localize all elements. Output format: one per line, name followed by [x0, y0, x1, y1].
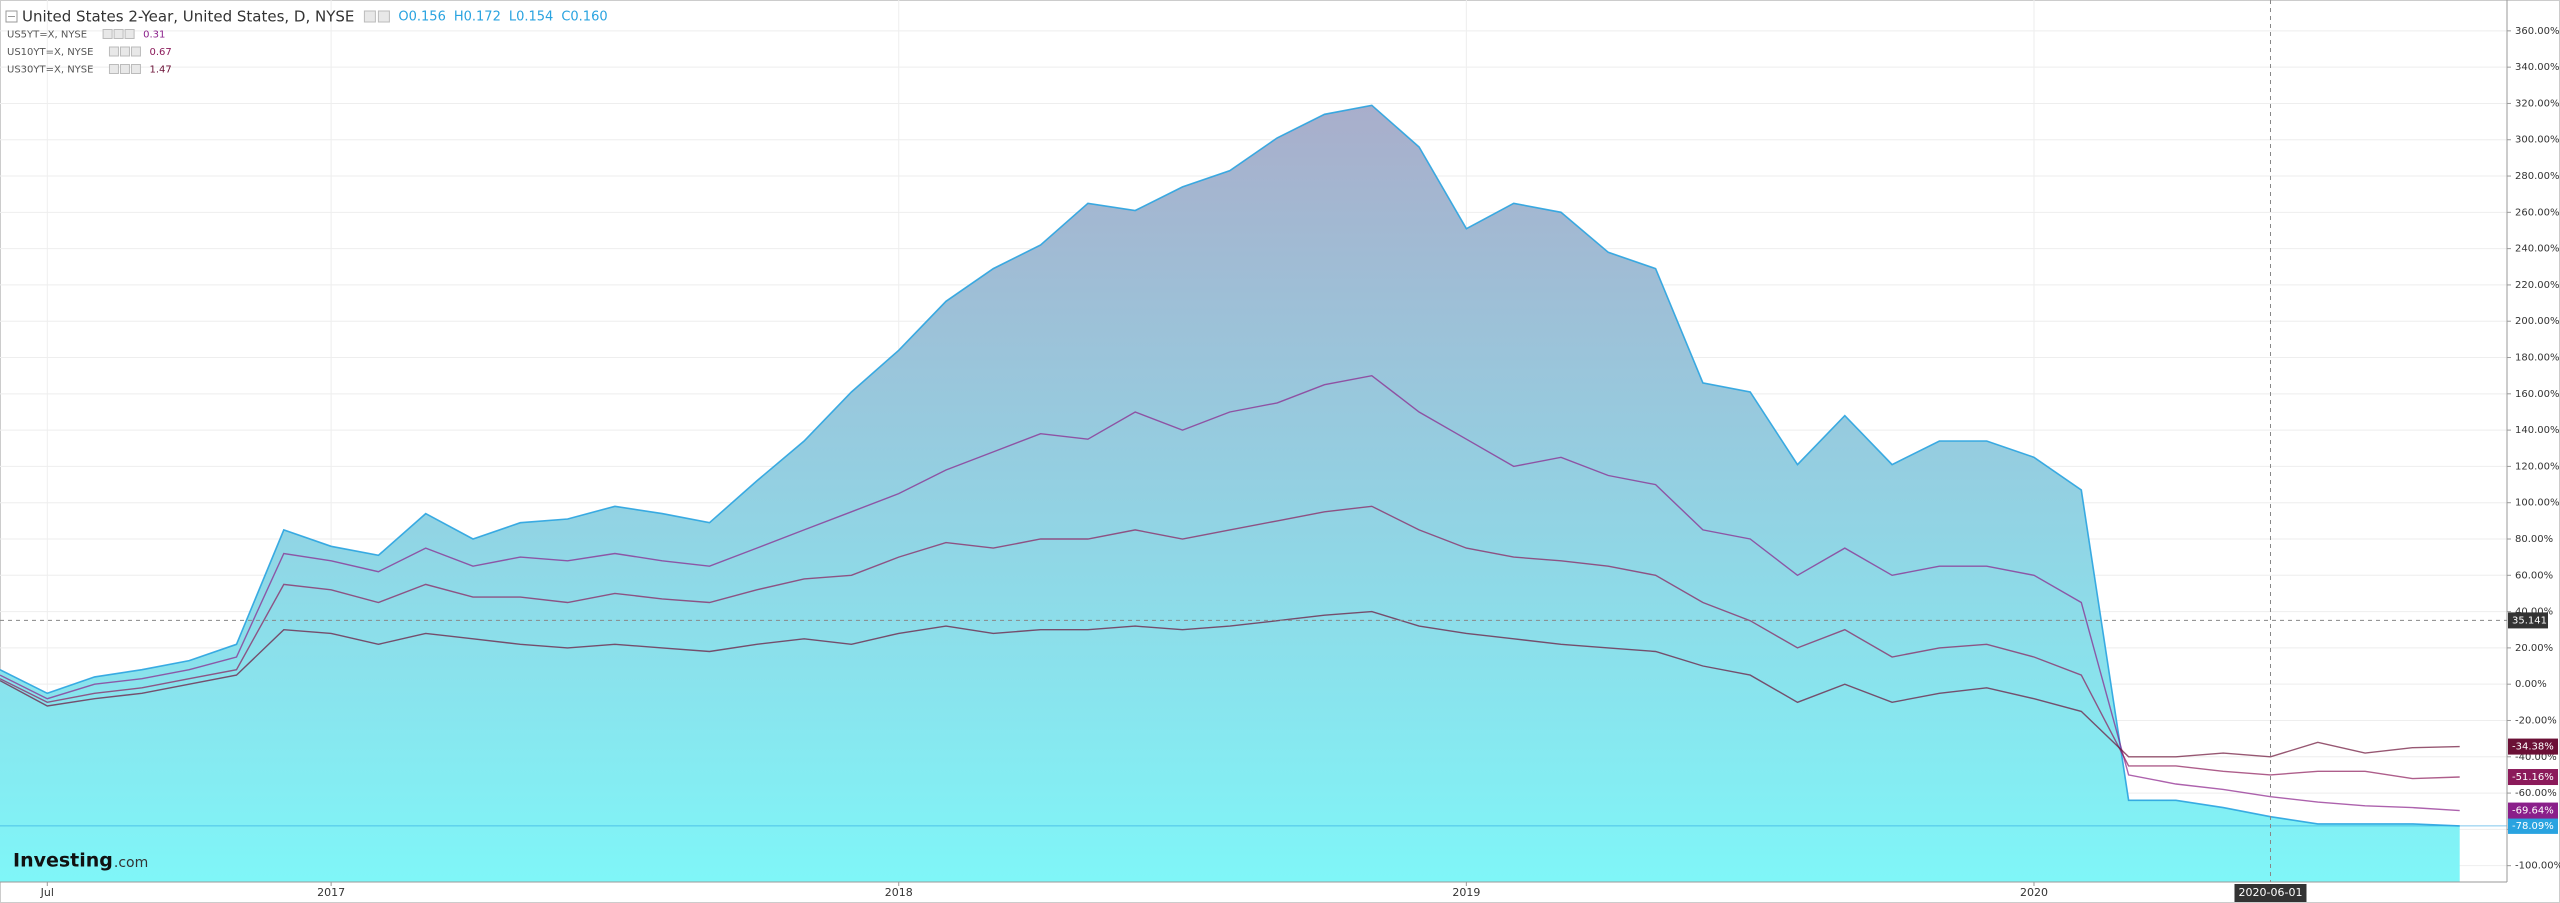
- y-tick-label: 200.00%: [2515, 316, 2560, 327]
- y-tick-label: -40.00%: [2515, 752, 2557, 763]
- y-tick-label: 280.00%: [2515, 171, 2560, 182]
- y-tick-label: 140.00%: [2515, 425, 2560, 436]
- legend-button: [102, 29, 113, 39]
- logo: Investing: [13, 850, 113, 872]
- y-tick-label: 180.00%: [2515, 353, 2560, 364]
- y-tick-label: 100.00%: [2515, 498, 2560, 509]
- y-tick-label: 220.00%: [2515, 280, 2560, 291]
- logo-brand: Investing: [13, 850, 113, 872]
- legend-name: US10YT=X, NYSE: [7, 47, 93, 58]
- crosshair-y-box: [2508, 612, 2548, 629]
- series-line: [0, 505, 2460, 780]
- legend-name: US5YT=X, NYSE: [7, 30, 87, 41]
- value-label: -78.09%: [2512, 821, 2554, 832]
- legend-button: [130, 46, 141, 57]
- legend-ohlc: H0.172: [454, 10, 501, 25]
- legend-button: [113, 29, 124, 39]
- legend-button: [363, 10, 376, 23]
- crosshair-x-box: [2234, 884, 2307, 902]
- legend-title: United States 2-Year, United States, D, …: [22, 8, 354, 26]
- legend-name: US30YT=X, NYSE: [7, 65, 93, 76]
- series-line: [0, 104, 2460, 827]
- y-tick-label: 340.00%: [2515, 62, 2560, 73]
- value-label-box: [2508, 817, 2558, 834]
- legend-ohlc: O0.156: [398, 10, 445, 25]
- legend-button: [108, 46, 119, 57]
- x-tick-label: 2019: [1452, 886, 1480, 899]
- value-label: -69.64%: [2512, 806, 2554, 817]
- legend-button: [119, 64, 130, 74]
- crosshair-y-label: 35.141: [2512, 615, 2547, 626]
- crosshair-x-label: 2020-06-01: [2239, 886, 2303, 899]
- legend-button: [124, 29, 135, 39]
- y-tick-label: 80.00%: [2515, 534, 2553, 545]
- legend-toggle[interactable]: [5, 10, 18, 23]
- legend-button: [377, 10, 390, 23]
- legend-ohlc: L0.154: [509, 10, 553, 25]
- y-tick-label: 20.00%: [2515, 643, 2553, 654]
- area: [0, 105, 2460, 883]
- y-tick-label: 60.00%: [2515, 570, 2553, 581]
- y-tick-label: 300.00%: [2515, 135, 2560, 146]
- x-tick-label: 2017: [317, 886, 345, 899]
- y-tick-label: 320.00%: [2515, 98, 2560, 109]
- y-tick-label: 0.00%: [2515, 679, 2547, 690]
- x-tick-label: Jul: [40, 886, 54, 899]
- y-tick-label: -20.00%: [2515, 715, 2557, 726]
- legend-button: [119, 46, 130, 57]
- legend-button: [108, 64, 119, 74]
- y-tick-label: 240.00%: [2515, 244, 2560, 255]
- value-label: -51.16%: [2512, 772, 2554, 783]
- legend: United States 2-Year, United States, D, …: [5, 8, 608, 76]
- y-tick-label: -60.00%: [2515, 788, 2557, 799]
- y-tick-label: 120.00%: [2515, 461, 2560, 472]
- y-tick-label: 260.00%: [2515, 207, 2560, 218]
- x-tick-label: 2020: [2020, 886, 2048, 899]
- logo-suffix: .com: [114, 855, 148, 871]
- value-label-box: [2508, 738, 2558, 755]
- y-tick-label: 360.00%: [2515, 26, 2560, 37]
- legend-value: 0.67: [149, 47, 171, 58]
- y-tick-label: -100.00%: [2515, 861, 2560, 872]
- value-label-box: [2508, 802, 2558, 819]
- series-line: [0, 374, 2460, 812]
- y-tick-label: 160.00%: [2515, 389, 2560, 400]
- y-tick-label: 40.00%: [2515, 607, 2553, 618]
- series-line: [0, 610, 2460, 758]
- legend-value: 0.31: [143, 30, 165, 41]
- plot: [0, 104, 2507, 883]
- x-tick-label: 2018: [885, 886, 913, 899]
- value-label: -34.38%: [2512, 742, 2554, 753]
- legend-ohlc: C0.160: [561, 10, 607, 25]
- legend-value: 1.47: [149, 65, 171, 76]
- value-label-box: [2508, 769, 2558, 786]
- legend-button: [130, 64, 141, 74]
